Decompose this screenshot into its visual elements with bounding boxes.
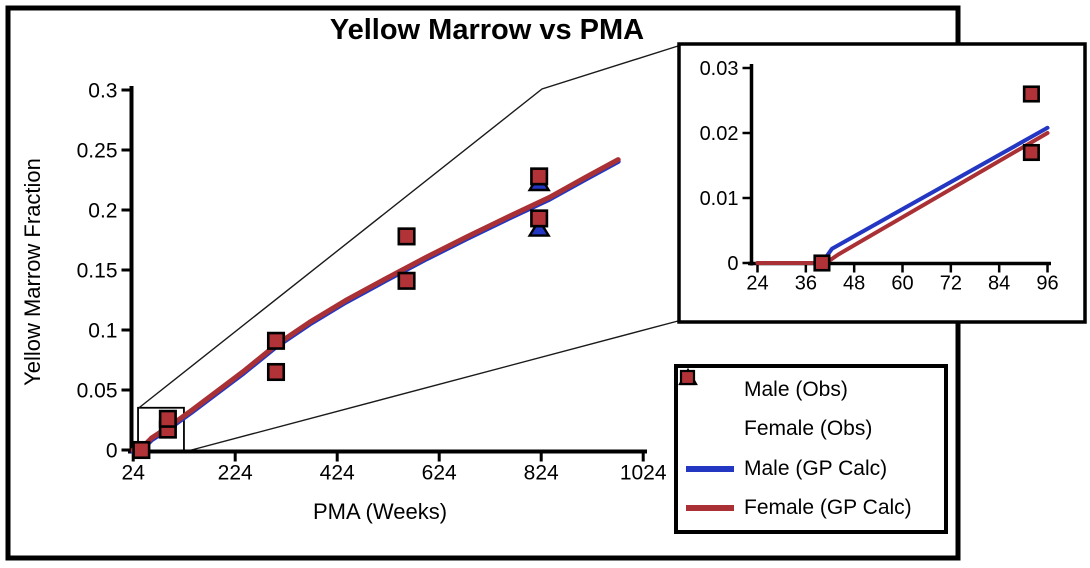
svg-text:0.15: 0.15 [77, 259, 118, 282]
svg-text:0.25: 0.25 [77, 139, 118, 162]
main-axes: 0 0.05 0.1 0.15 0.2 0.25 0.3 24 224 424 624 824 1024 [77, 79, 667, 484]
svg-text:36: 36 [795, 273, 817, 295]
legend-label: Male (GP Calc) [744, 456, 888, 480]
male-line-icon [678, 465, 742, 472]
svg-text:0.03: 0.03 [700, 58, 739, 80]
svg-text:624: 624 [422, 461, 457, 484]
main-line-female_line [130, 157, 621, 453]
svg-text:0.1: 0.1 [88, 319, 117, 342]
female-obs-marker [1022, 143, 1040, 162]
inset-axes: 0 0.01 0.02 0.03 24 36 48 60 72 84 96 [700, 58, 1059, 295]
svg-text:0: 0 [106, 439, 118, 462]
legend-item-male-obs: Male (Obs) [678, 368, 944, 409]
female-obs-marker [132, 440, 151, 460]
y-axis-title: Yellow Marrow Fraction [20, 158, 45, 386]
svg-text:84: 84 [988, 273, 1010, 295]
main-line-male [130, 158, 621, 455]
female-obs-marker [266, 362, 286, 382]
female-obs-marker [397, 271, 416, 290]
svg-text:24: 24 [746, 273, 768, 295]
svg-text:24: 24 [122, 461, 146, 484]
svg-text:1024: 1024 [620, 461, 667, 484]
female-obs-marker [530, 209, 549, 228]
female-obs-marker [266, 331, 286, 350]
legend-label: Female (GP Calc) [744, 495, 912, 519]
female-obs-marker [530, 167, 549, 186]
zoom-connector-bottom [183, 320, 679, 453]
legend-label: Female (Obs) [744, 417, 873, 441]
inset-line-female_line [755, 131, 1050, 265]
legend-item-female-gp: Female (GP Calc) [678, 489, 944, 527]
svg-text:0: 0 [727, 253, 738, 275]
legend-item-female-obs: Female (Obs) [678, 369, 944, 448]
legend-item-male-gp: Male (GP Calc) [678, 450, 944, 488]
svg-text:0.2: 0.2 [88, 199, 117, 222]
svg-text:824: 824 [524, 461, 559, 484]
legend-label: Male (Obs) [744, 378, 848, 402]
svg-text:0.05: 0.05 [77, 379, 118, 402]
svg-text:424: 424 [320, 461, 355, 484]
svg-text:0.02: 0.02 [700, 123, 739, 145]
svg-text:48: 48 [843, 273, 865, 295]
main-chart: 0 0.05 0.1 0.15 0.2 0.25 0.3 24 224 424 624 824 1024 [77, 79, 667, 484]
chart-title: Yellow Marrow vs PMA [329, 14, 645, 46]
svg-text:72: 72 [940, 273, 962, 295]
zoom-connector-top [138, 45, 679, 409]
female-obs-marker [813, 254, 831, 272]
svg-text:0.01: 0.01 [700, 188, 739, 210]
svg-text:96: 96 [1036, 273, 1058, 295]
inset-panel-border [677, 42, 1087, 324]
female-line-icon [678, 504, 742, 511]
male-obs-marker [527, 217, 551, 237]
svg-text:0.3: 0.3 [88, 79, 117, 102]
svg-text:224: 224 [218, 461, 253, 484]
female-obs-marker [158, 409, 177, 428]
inset-chart: 0 0.01 0.02 0.03 24 36 48 60 72 84 96 [677, 42, 1087, 324]
female-obs-marker [397, 227, 416, 246]
svg-text:60: 60 [891, 273, 913, 295]
female-obs-marker [1022, 85, 1040, 103]
legend: Male (Obs) Female (Obs) Male (GP Calc) F… [674, 364, 948, 534]
x-axis-title: PMA (Weeks) [312, 499, 448, 524]
